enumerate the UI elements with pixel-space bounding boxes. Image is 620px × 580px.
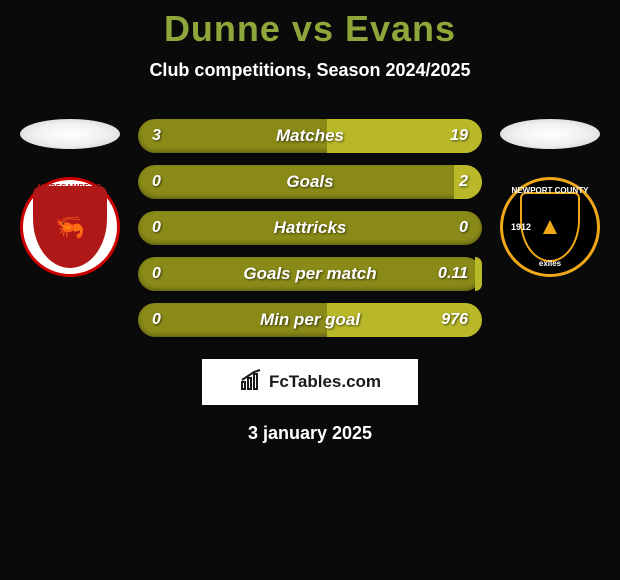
stat-bar: 0 Goals per match 0.11 (138, 257, 482, 291)
player-portrait-placeholder-right (500, 119, 600, 149)
main-row: MORECAMBE FC 🦐 3 Matches 19 0 Goals 2 0 Hattric… (0, 119, 620, 337)
stat-bars: 3 Matches 19 0 Goals 2 0 Hattricks 0 0 Goals per m… (130, 119, 490, 337)
stat-left-value: 0 (152, 173, 161, 191)
stat-left-value: 3 (152, 127, 161, 145)
stat-left-value: 0 (152, 311, 161, 329)
bar-right-fill (475, 257, 482, 291)
stat-bar: 0 Goals 2 (138, 165, 482, 199)
right-side: NEWPORT COUNTY 1912 ▲ exiles (490, 119, 610, 277)
stat-right-value: 19 (450, 127, 468, 145)
stat-bar: 3 Matches 19 (138, 119, 482, 153)
comparison-card: Dunne vs Evans Club competitions, Season… (0, 0, 620, 444)
stat-label: Min per goal (260, 310, 360, 330)
badge-left-label: MORECAMBE FC (38, 184, 102, 191)
page-title: Dunne vs Evans (0, 8, 620, 50)
date-footer: 3 january 2025 (0, 423, 620, 444)
stat-label: Matches (276, 126, 344, 146)
stat-right-value: 0.11 (438, 265, 468, 283)
stat-right-value: 0 (459, 219, 468, 237)
stat-label: Hattricks (274, 218, 347, 238)
left-side: MORECAMBE FC 🦐 (10, 119, 130, 277)
stat-right-value: 976 (441, 311, 468, 329)
stat-label: Goals per match (243, 264, 376, 284)
subtitle: Club competitions, Season 2024/2025 (0, 60, 620, 81)
chart-icon (239, 368, 263, 397)
badge-right-year: 1912 (511, 222, 531, 232)
branding-text: FcTables.com (269, 372, 381, 392)
stat-left-value: 0 (152, 219, 161, 237)
shrimp-icon: 🦐 (55, 213, 85, 242)
crest-icon: ▲ (538, 213, 562, 241)
stat-label: Goals (286, 172, 333, 192)
stat-bar: 0 Hattricks 0 (138, 211, 482, 245)
badge-right-top-text: NEWPORT COUNTY (512, 186, 589, 195)
branding-box: FcTables.com (202, 359, 418, 405)
player-portrait-placeholder-left (20, 119, 120, 149)
stat-right-value: 2 (459, 173, 468, 191)
club-badge-left: MORECAMBE FC 🦐 (20, 177, 120, 277)
stat-left-value: 0 (152, 265, 161, 283)
stat-bar: 0 Min per goal 976 (138, 303, 482, 337)
badge-right-sub: exiles (539, 259, 561, 268)
badge-left-inner: 🦐 (33, 186, 107, 268)
club-badge-right: NEWPORT COUNTY 1912 ▲ exiles (500, 177, 600, 277)
